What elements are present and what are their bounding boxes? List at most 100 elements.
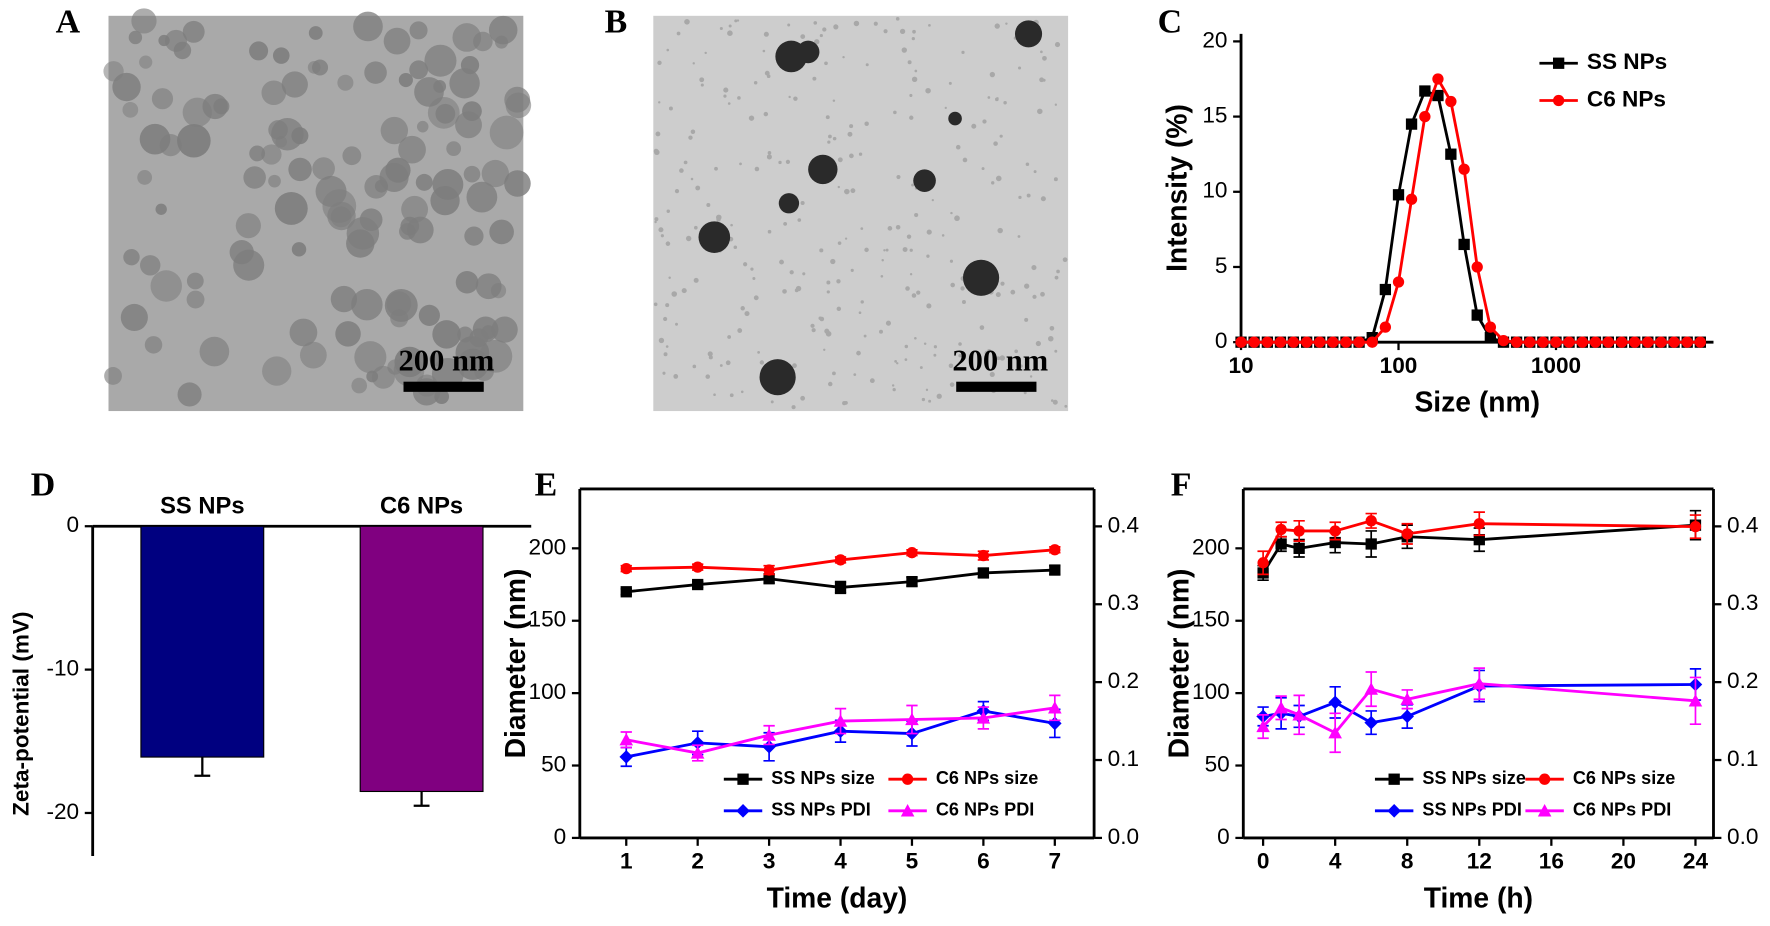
particle (489, 219, 514, 245)
speck (1054, 275, 1059, 280)
speck (740, 390, 744, 394)
marker (1293, 525, 1305, 537)
particle (342, 146, 362, 166)
particle (150, 270, 182, 302)
speck (909, 93, 913, 98)
speck (837, 157, 843, 163)
particle (418, 304, 440, 326)
speck (658, 227, 664, 233)
speck (1000, 281, 1005, 286)
particle (1014, 20, 1043, 48)
speck (685, 235, 692, 242)
marker (1049, 544, 1061, 556)
y-tick-label: 150 (529, 607, 567, 632)
speck (690, 177, 694, 181)
y2-tick-label: 0.2 (1727, 668, 1758, 693)
speck (666, 209, 670, 213)
x-axis-title: Size (nm) (1414, 386, 1540, 418)
speck (1050, 399, 1054, 402)
y2-tick-label: 0.2 (1108, 668, 1139, 693)
marker (1275, 523, 1287, 536)
marker (1472, 676, 1487, 690)
speck (662, 371, 666, 375)
marker (1537, 336, 1549, 348)
marker (1419, 110, 1431, 123)
bar (359, 525, 484, 793)
marker (763, 573, 775, 585)
speck (740, 306, 745, 311)
speck (750, 267, 754, 271)
speck (842, 401, 847, 406)
speck (802, 272, 806, 276)
particle (364, 175, 388, 199)
marker (1688, 694, 1703, 707)
particle (177, 123, 211, 158)
speck (767, 151, 772, 155)
marker (906, 575, 918, 588)
speck (982, 119, 987, 124)
speck (832, 371, 836, 376)
speck (653, 302, 658, 307)
error-bar (194, 757, 211, 777)
marker (620, 562, 632, 575)
marker (1552, 94, 1565, 107)
marker (1365, 515, 1377, 527)
x-tick-label: 4 (834, 849, 847, 874)
speck (928, 23, 931, 27)
speck (684, 19, 690, 25)
speck (850, 188, 856, 194)
marker (1300, 336, 1313, 348)
particle (386, 291, 412, 317)
speck (826, 290, 830, 294)
speck (788, 95, 791, 99)
series-line (1241, 75, 1701, 344)
particle (432, 320, 461, 349)
legend-label: SS NPs PDI (771, 800, 870, 820)
marker (1387, 804, 1401, 818)
legend-label: SS NPs size (1422, 768, 1525, 788)
marker (1329, 536, 1341, 549)
marker (1445, 148, 1457, 160)
speck (759, 360, 765, 365)
speck (813, 21, 818, 25)
speck (896, 174, 901, 180)
y-axis-title: Intensity (%) (1160, 104, 1192, 272)
speck (737, 328, 743, 333)
marker (1048, 701, 1062, 714)
particle (330, 285, 358, 313)
particle (962, 259, 1000, 296)
speck (663, 352, 668, 357)
marker (1681, 336, 1693, 348)
speck (655, 131, 661, 137)
marker (763, 564, 775, 576)
marker (905, 712, 919, 726)
speck (914, 336, 917, 340)
speck (819, 248, 824, 253)
speck (858, 152, 863, 156)
speck (825, 115, 830, 120)
speck (668, 106, 673, 111)
speck (830, 258, 836, 265)
speck (800, 395, 806, 401)
marker (1510, 336, 1523, 348)
speck (944, 106, 947, 110)
speck (1049, 325, 1055, 331)
speck (902, 247, 908, 253)
particle (182, 20, 205, 43)
speck (736, 19, 740, 22)
particle (299, 341, 327, 369)
marker (1484, 321, 1497, 333)
particle (274, 191, 308, 225)
y-tick-label: 50 (1205, 751, 1230, 776)
speck (948, 81, 952, 85)
speck (725, 360, 731, 366)
particle (948, 111, 962, 126)
y-axis-title: Diameter (nm) (1163, 569, 1195, 759)
speck (1037, 108, 1043, 115)
speck (766, 154, 772, 160)
marker (619, 750, 634, 764)
speck (971, 123, 977, 129)
speck (995, 175, 1002, 182)
particle (186, 272, 204, 290)
particle (291, 127, 309, 145)
